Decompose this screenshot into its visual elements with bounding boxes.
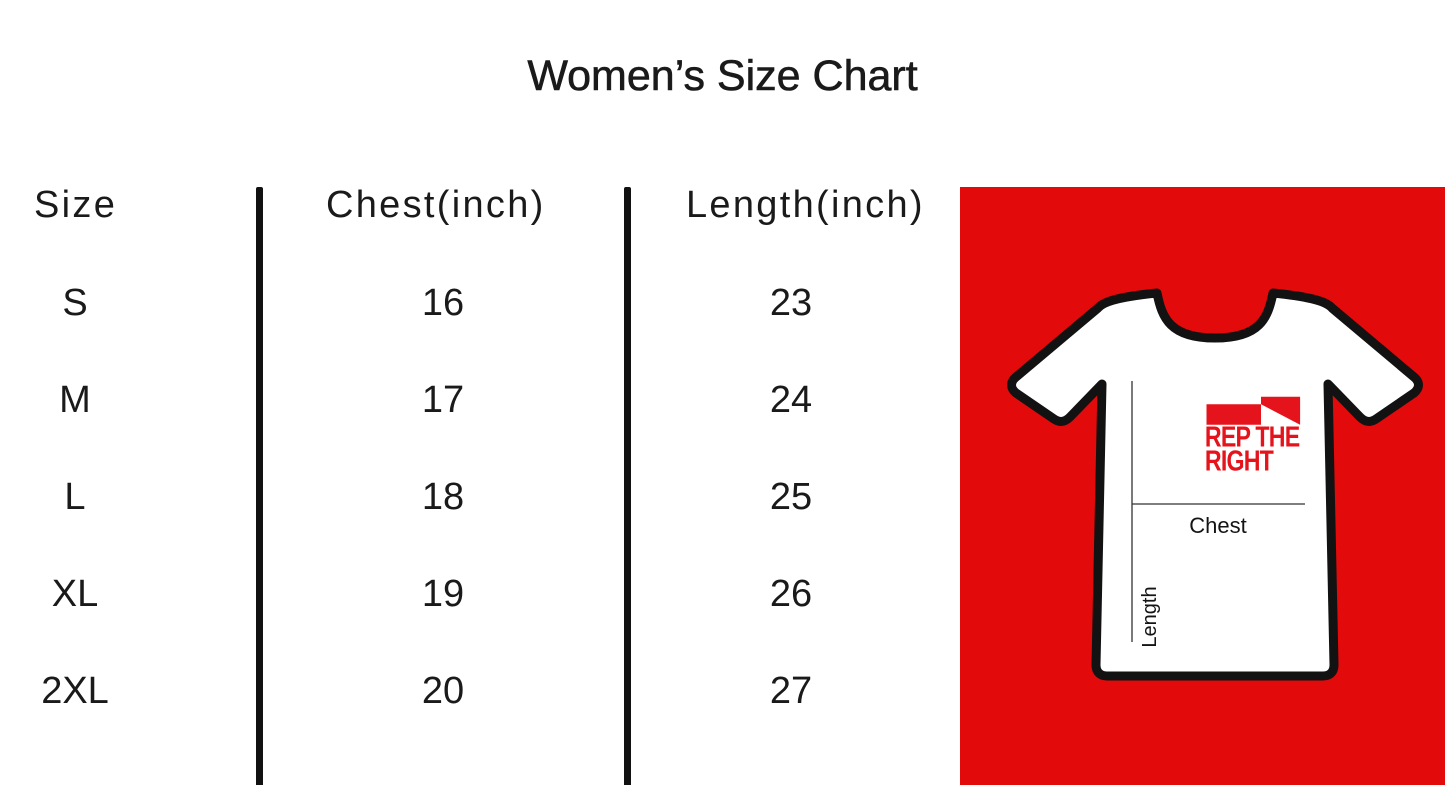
svg-text:Chest: Chest [1189, 513, 1246, 538]
svg-text:Length: Length [1139, 586, 1161, 647]
svg-text:RIGHT: RIGHT [1205, 444, 1274, 477]
